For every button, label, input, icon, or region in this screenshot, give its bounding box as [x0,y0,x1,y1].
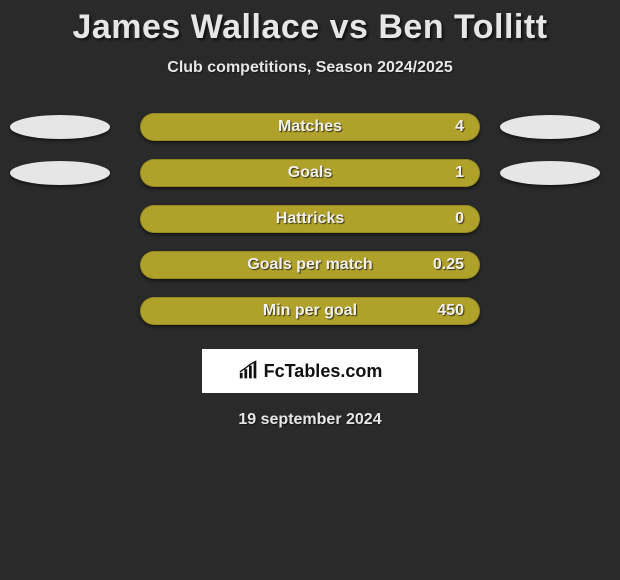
subtitle: Club competitions, Season 2024/2025 [0,59,620,77]
right-ellipse [500,115,600,139]
stat-row: Goals 1 [0,159,620,187]
stat-label: Matches [278,118,342,136]
stat-bar: Goals per match 0.25 [140,251,480,279]
date-text: 19 september 2024 [0,411,620,429]
stat-value: 1 [455,164,464,182]
stat-label: Min per goal [263,302,357,320]
stat-label: Goals [288,164,332,182]
stat-value: 0 [455,210,464,228]
page-title: James Wallace vs Ben Tollitt [0,8,620,47]
stat-row: Matches 4 [0,113,620,141]
stat-row: Min per goal 450 [0,297,620,325]
stat-value: 0.25 [433,256,464,274]
brand-badge[interactable]: FcTables.com [202,349,418,393]
brand-text: FcTables.com [264,361,383,382]
stat-row: Hattricks 0 [0,205,620,233]
stats-list: Matches 4 Goals 1 Hattricks 0 Goals per match 0… [0,113,620,325]
stat-value: 450 [437,302,464,320]
right-ellipse [500,161,600,185]
bar-chart-icon [238,360,260,382]
stat-label: Goals per match [247,256,372,274]
left-ellipse [10,115,110,139]
comparison-card: James Wallace vs Ben Tollitt Club compet… [0,0,620,429]
stat-value: 4 [455,118,464,136]
left-ellipse [10,161,110,185]
stat-bar: Hattricks 0 [140,205,480,233]
stat-bar: Matches 4 [140,113,480,141]
stat-bar: Goals 1 [140,159,480,187]
stat-label: Hattricks [276,210,344,228]
stat-row: Goals per match 0.25 [0,251,620,279]
stat-bar: Min per goal 450 [140,297,480,325]
